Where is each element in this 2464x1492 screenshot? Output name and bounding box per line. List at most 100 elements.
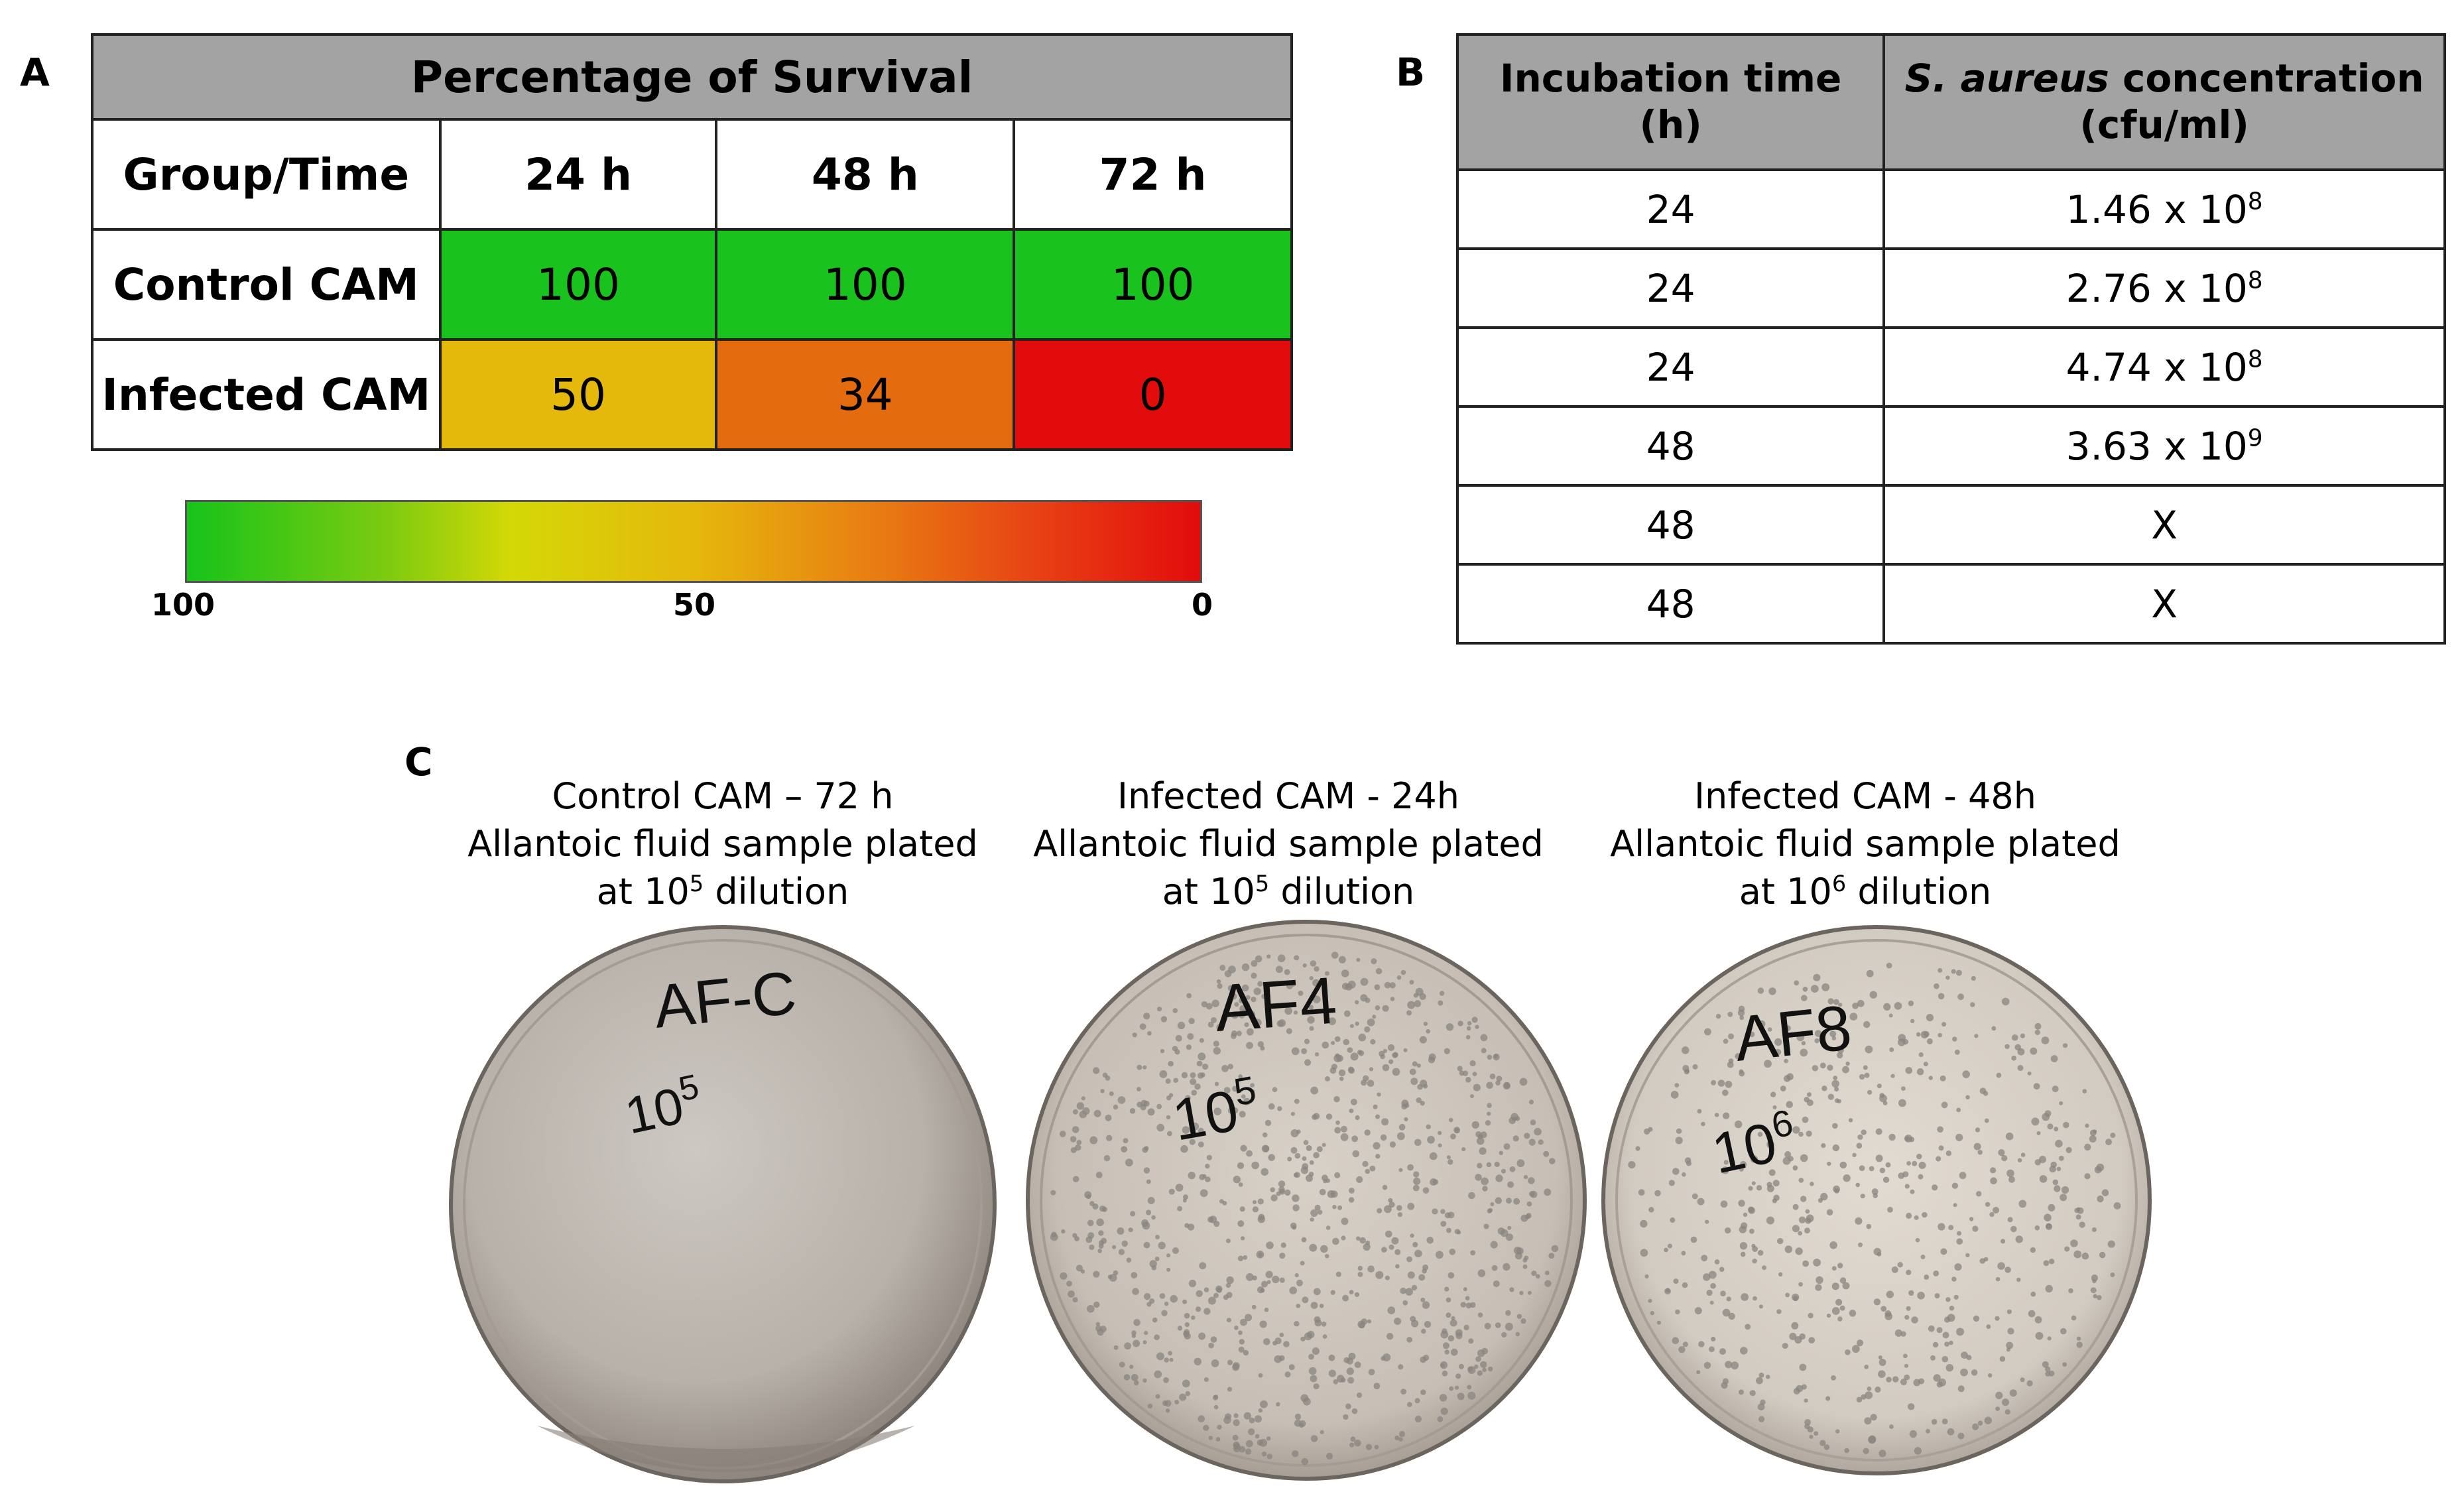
colony-dot xyxy=(1650,1311,1654,1316)
colony-dot xyxy=(1898,1172,1905,1179)
colony-dot xyxy=(1911,1316,1918,1324)
colony-dot xyxy=(1477,1312,1483,1318)
colony-dot xyxy=(1400,1287,1406,1294)
colony-dot xyxy=(1352,1150,1359,1158)
colony-dot xyxy=(1805,1209,1810,1214)
colony-dot xyxy=(1837,1316,1843,1322)
colony-dot xyxy=(1105,1114,1112,1121)
colony-dot xyxy=(1708,1271,1717,1279)
colony-dot xyxy=(1487,1208,1492,1213)
colony-dot xyxy=(1357,1265,1363,1271)
colony-dot xyxy=(1468,1338,1474,1344)
colony-dot xyxy=(1638,1189,1645,1196)
colony-dot xyxy=(1132,1288,1139,1295)
colony-dot xyxy=(1414,1249,1422,1258)
colony-dot xyxy=(1460,1302,1467,1308)
colony-dot xyxy=(1397,1212,1402,1217)
colony-dot xyxy=(1294,1419,1302,1427)
colony-dot xyxy=(1355,1000,1359,1005)
colony-dot xyxy=(1188,1018,1195,1025)
colony-dot xyxy=(1486,1162,1492,1168)
colony-dot xyxy=(1243,1097,1251,1105)
colony-dot xyxy=(1681,1251,1686,1256)
colony-dot xyxy=(1442,1342,1449,1349)
colony-dot xyxy=(1184,1223,1190,1228)
colony-dot xyxy=(1834,1086,1839,1092)
colony-dot xyxy=(1900,1379,1907,1386)
colony-dot xyxy=(1926,1428,1930,1434)
colony-dot xyxy=(1106,1135,1113,1141)
colony-dot xyxy=(1938,1145,1944,1151)
colony-dot xyxy=(1237,1220,1245,1227)
colony-dot xyxy=(1798,1178,1804,1183)
colony-dot xyxy=(1520,1318,1526,1324)
colony-dot xyxy=(1407,1001,1416,1009)
colony-dot xyxy=(1506,1198,1512,1204)
colony-dot xyxy=(1842,1066,1849,1074)
colony-dot xyxy=(1124,1342,1131,1350)
colony-dot xyxy=(1414,1398,1420,1404)
colony-dot xyxy=(1864,1365,1869,1369)
colony-dot xyxy=(1198,1052,1206,1061)
colony-dot xyxy=(1182,1299,1188,1304)
colony-dot xyxy=(1312,1347,1320,1355)
colony-dot xyxy=(1467,1366,1473,1372)
colony-dot xyxy=(1926,1038,1933,1044)
colony-dot xyxy=(1738,1200,1745,1207)
colony-dot xyxy=(1873,1193,1878,1198)
colony-dot xyxy=(1263,1145,1270,1152)
colony-dot xyxy=(1310,1435,1318,1442)
colony-dot xyxy=(1956,1328,1965,1336)
colony-dot xyxy=(1923,1062,1928,1067)
colony-dot xyxy=(1233,1176,1241,1184)
colony-dot xyxy=(1819,1440,1826,1446)
colony-dot xyxy=(1406,1337,1412,1343)
colony-dot xyxy=(2107,1240,2115,1248)
colony-dot xyxy=(1953,1203,1957,1208)
colony-dot xyxy=(1334,1127,1341,1134)
colony-dot xyxy=(1918,1161,1926,1169)
colony-dot xyxy=(1438,1143,1442,1148)
concentration-cell: 2.76 x 108 xyxy=(1882,247,2446,329)
colony-dot xyxy=(1232,1434,1239,1441)
colony-dot xyxy=(1396,1205,1402,1211)
colony-dot xyxy=(1349,1188,1355,1194)
colony-dot xyxy=(1801,1384,1807,1390)
table-row: 48 3.63 x 109 xyxy=(1455,405,2446,487)
colony-dot xyxy=(1130,1211,1136,1217)
colony-dot xyxy=(1477,1269,1486,1277)
colony-dot xyxy=(1164,1400,1172,1407)
colony-dot xyxy=(1448,1272,1455,1279)
colony-dot xyxy=(1457,1066,1463,1072)
colony-dot xyxy=(1865,1045,1873,1054)
colony-dot xyxy=(1420,1080,1428,1088)
colony-dot xyxy=(1246,1150,1253,1157)
colony-dot xyxy=(1247,1011,1256,1019)
colony-dot xyxy=(1294,1413,1302,1420)
colony-dot xyxy=(1117,1096,1126,1104)
colony-dot xyxy=(1304,1332,1312,1341)
colony-dot xyxy=(1933,1374,1941,1382)
colony-dot xyxy=(1350,1436,1356,1442)
colony-dot xyxy=(1331,952,1339,959)
colony-dot xyxy=(1357,1272,1363,1277)
colony-dot xyxy=(1467,1385,1472,1390)
colony-dot xyxy=(1944,1341,1949,1347)
colony-dot xyxy=(1388,1059,1394,1064)
colony-dot xyxy=(1894,1002,1902,1010)
colony-dot xyxy=(1314,1204,1321,1211)
colony-dot xyxy=(1889,1424,1894,1429)
colony-dot xyxy=(1827,998,1834,1005)
colony-dot xyxy=(1098,1230,1104,1236)
colony-dot xyxy=(1777,1237,1784,1245)
colony-dot xyxy=(1879,1450,1886,1458)
colony-dot xyxy=(1374,984,1381,991)
colony-dot xyxy=(1144,1331,1148,1336)
colony-dot xyxy=(1356,1392,1363,1399)
colony-dot xyxy=(1347,980,1356,989)
colony-dot xyxy=(1723,1112,1730,1119)
colony-dot xyxy=(1234,1002,1239,1007)
colony-dot xyxy=(2030,1291,2036,1297)
colony-dot xyxy=(1294,1172,1300,1178)
colony-dot xyxy=(1146,1210,1152,1215)
